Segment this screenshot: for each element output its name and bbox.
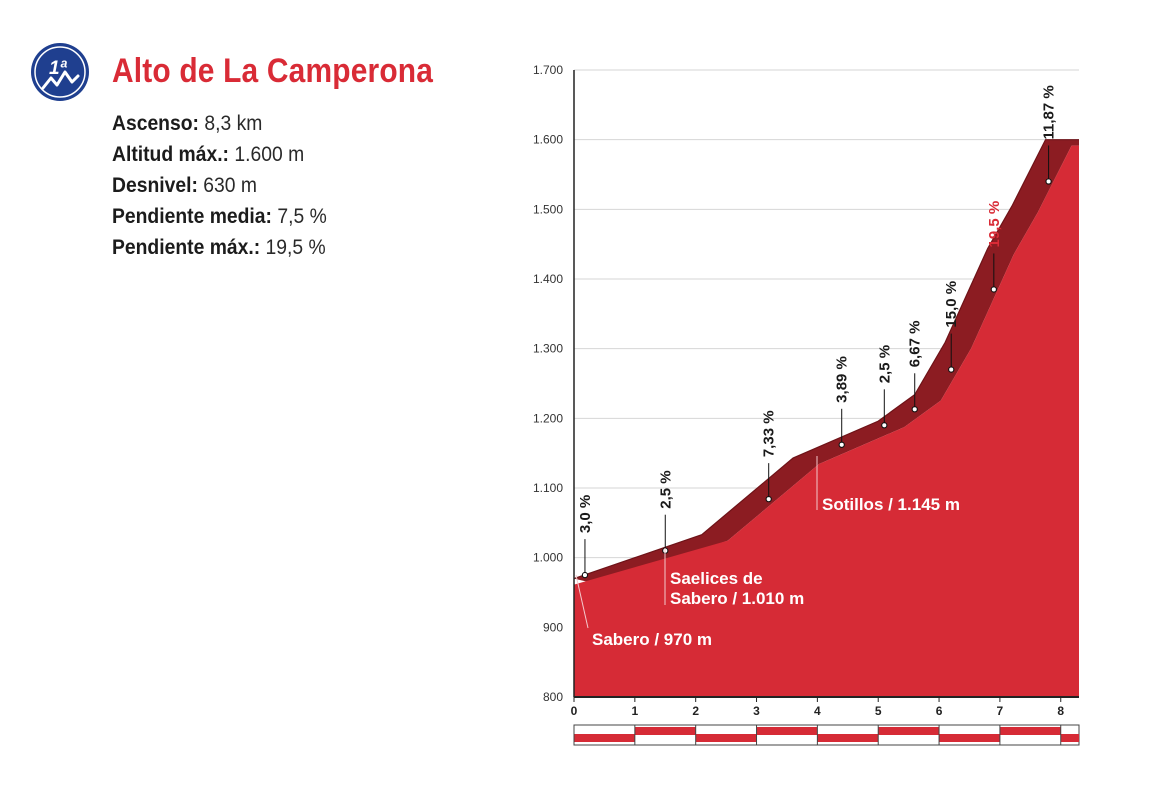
x-tick-label: 5 bbox=[875, 704, 882, 718]
gradient-label: 2,5 % bbox=[876, 345, 893, 383]
stat-value: 19,5 % bbox=[265, 236, 326, 259]
gradient-point bbox=[581, 571, 589, 579]
stat-max-gradient: Pendiente máx.: 19,5 % bbox=[112, 232, 327, 263]
x-tick-label: 4 bbox=[814, 704, 821, 718]
gradient-label: 11,87 % bbox=[1041, 85, 1058, 139]
y-tick-label: 1.400 bbox=[533, 272, 563, 286]
profile-area bbox=[574, 145, 1079, 697]
x-tick-label: 7 bbox=[997, 704, 1004, 718]
scale-segment bbox=[878, 727, 940, 735]
gradient-point bbox=[881, 422, 888, 429]
gradient-point bbox=[838, 441, 845, 448]
stat-value: 630 m bbox=[203, 174, 257, 197]
place-label: Sabero / 1.010 m bbox=[670, 589, 804, 608]
scale-segment bbox=[695, 734, 757, 742]
gradient-point bbox=[990, 286, 997, 293]
x-tick-label: 6 bbox=[936, 704, 943, 718]
stat-elevation-gain: Desnivel: 630 m bbox=[112, 170, 327, 201]
scale-segment bbox=[634, 727, 696, 735]
gradient-label: 2,5 % bbox=[657, 470, 674, 508]
y-tick-label: 1.700 bbox=[533, 63, 563, 77]
y-tick-label: 900 bbox=[543, 620, 563, 634]
stat-value: 1.600 m bbox=[234, 143, 305, 166]
y-tick-label: 1.300 bbox=[533, 342, 563, 356]
category-badge-icon: 1ª bbox=[31, 43, 89, 101]
place-leader bbox=[575, 574, 589, 629]
x-tick-label: 1 bbox=[631, 704, 638, 718]
scale-segment bbox=[1060, 734, 1079, 742]
y-tick-label: 800 bbox=[543, 690, 563, 704]
x-tick-label: 0 bbox=[571, 704, 578, 718]
gradient-point bbox=[948, 366, 955, 373]
y-tick-label: 1.600 bbox=[533, 133, 563, 147]
stat-ascent: Ascenso: 8,3 km bbox=[112, 108, 327, 139]
stat-average-gradient: Pendiente media: 7,5 % bbox=[112, 201, 327, 232]
gradient-point bbox=[765, 495, 772, 503]
climb-stats: Ascenso: 8,3 km Altitud máx.: 1.600 m De… bbox=[112, 108, 345, 263]
scale-segment bbox=[756, 727, 818, 735]
gradient-label: 3,0 % bbox=[577, 495, 594, 533]
profile-ridge bbox=[574, 139, 1079, 585]
x-tick-label: 8 bbox=[1057, 704, 1064, 718]
stat-label: Pendiente máx.: bbox=[112, 236, 261, 259]
place-label: Sotillos / 1.145 m bbox=[822, 495, 960, 514]
stat-label: Ascenso: bbox=[112, 112, 199, 135]
y-tick-label: 1.500 bbox=[533, 202, 563, 216]
x-tick-label: 3 bbox=[753, 704, 760, 718]
stat-value: 8,3 km bbox=[204, 112, 263, 135]
scale-segment bbox=[999, 727, 1061, 735]
gradient-label: 3,89 % bbox=[834, 356, 851, 403]
stat-value: 7,5 % bbox=[277, 205, 327, 228]
y-tick-label: 1.100 bbox=[533, 481, 563, 495]
scale-segment bbox=[817, 734, 879, 742]
scale-segment bbox=[939, 734, 1000, 742]
gradient-label: 7,33 % bbox=[761, 410, 778, 457]
place-label: Sabero / 970 m bbox=[592, 630, 712, 649]
gradient-label: 19,5 % bbox=[986, 201, 1003, 248]
stat-max-altitude: Altitud máx.: 1.600 m bbox=[112, 139, 327, 170]
gradient-point bbox=[1045, 178, 1052, 185]
climb-title: Alto de La Camperona bbox=[112, 52, 434, 90]
scale-segment bbox=[574, 734, 635, 742]
y-tick-label: 1.200 bbox=[533, 411, 563, 425]
gradient-label: 15,0 % bbox=[943, 281, 960, 328]
gradient-label: 6,67 % bbox=[907, 321, 924, 368]
x-tick-label: 2 bbox=[692, 704, 699, 718]
place-label: Saelices de bbox=[670, 569, 763, 588]
y-tick-label: 1.000 bbox=[533, 551, 563, 565]
stat-label: Altitud máx.: bbox=[112, 143, 229, 166]
profile-line bbox=[573, 139, 1079, 580]
gradient-point bbox=[911, 406, 918, 413]
stat-label: Desnivel: bbox=[112, 174, 198, 197]
stat-label: Pendiente media: bbox=[112, 205, 272, 228]
